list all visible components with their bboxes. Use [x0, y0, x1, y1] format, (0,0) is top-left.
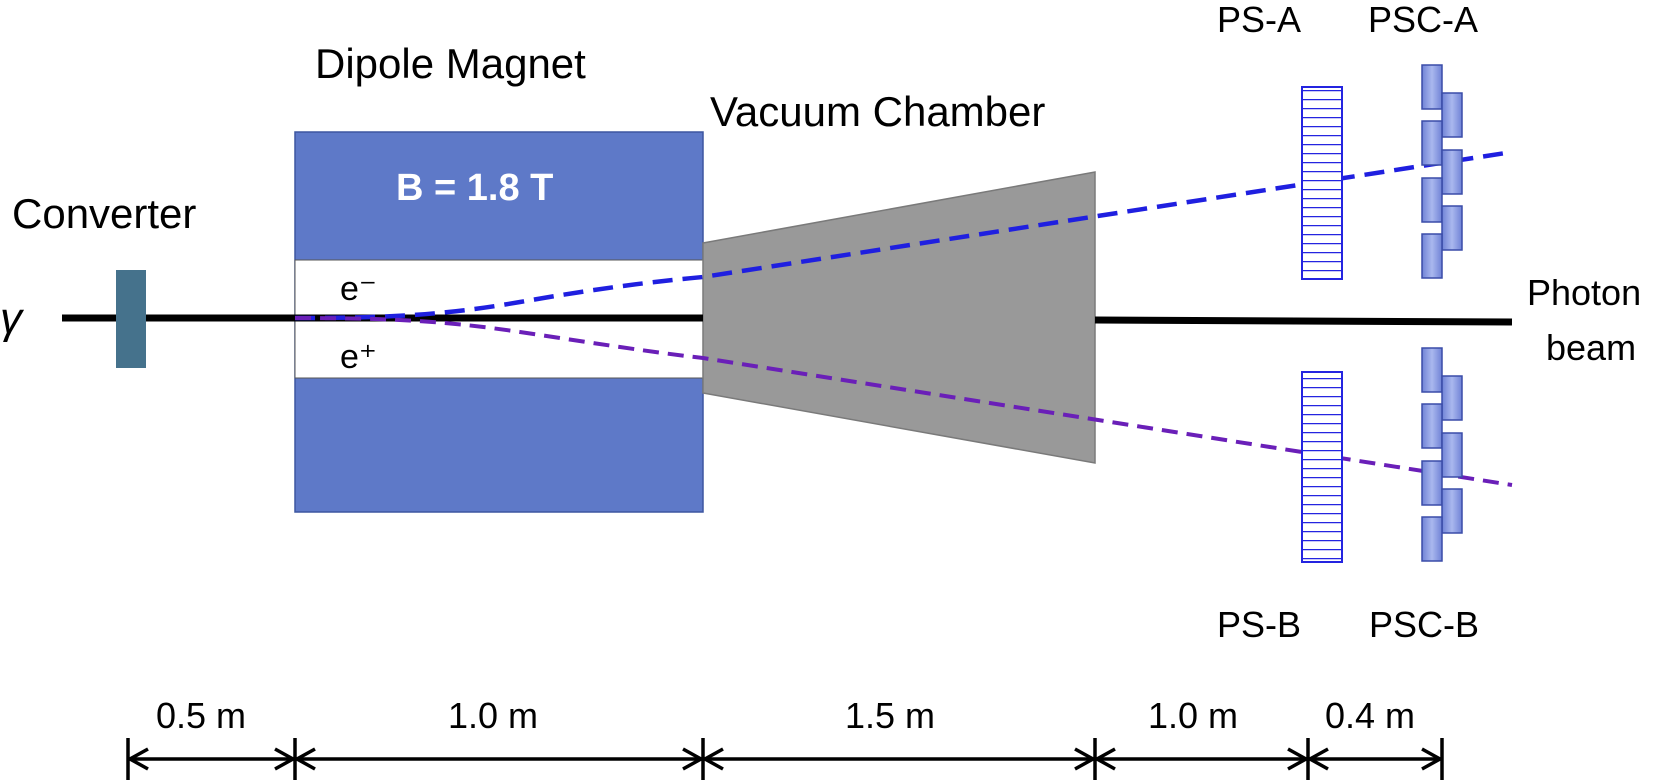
photon-beam-label-2: beam	[1546, 327, 1636, 368]
distance-scale	[126, 738, 1444, 780]
field-label: B = 1.8 T	[396, 167, 553, 209]
positron-track	[294, 316, 1513, 487]
distance-magnet: 1.0 m	[448, 695, 538, 736]
psc-b-label: PSC-B	[1369, 604, 1479, 645]
psc-a-label: PSC-A	[1368, 0, 1478, 40]
electron-track	[294, 149, 1513, 321]
vacuum-chamber	[702, 171, 1096, 464]
distance-chamber: 1.5 m	[845, 695, 935, 736]
distance-ps-psc: 0.4 m	[1325, 695, 1415, 736]
distance-chamber-ps: 1.0 m	[1148, 695, 1238, 736]
photon-beam-line-downstream	[1094, 316, 1513, 326]
gamma-label: γ	[0, 294, 25, 343]
ps-b-hodoscope	[1301, 371, 1343, 563]
psc-b-counters	[1421, 347, 1463, 562]
dipole-magnet-label: Dipole Magnet	[315, 40, 586, 87]
positron-label: e⁺	[340, 338, 377, 376]
converter-label: Converter	[12, 190, 196, 237]
ps-a-hodoscope	[1301, 86, 1343, 280]
vacuum-chamber-label: Vacuum Chamber	[710, 88, 1045, 135]
electron-label: e⁻	[340, 270, 377, 308]
ps-b-label: PS-B	[1217, 604, 1301, 645]
distance-converter-magnet: 0.5 m	[156, 695, 246, 736]
ps-a-label: PS-A	[1217, 0, 1301, 40]
photon-beam-label-1: Photon	[1527, 272, 1641, 313]
converter	[116, 270, 146, 368]
psc-a-counters	[1421, 64, 1463, 279]
